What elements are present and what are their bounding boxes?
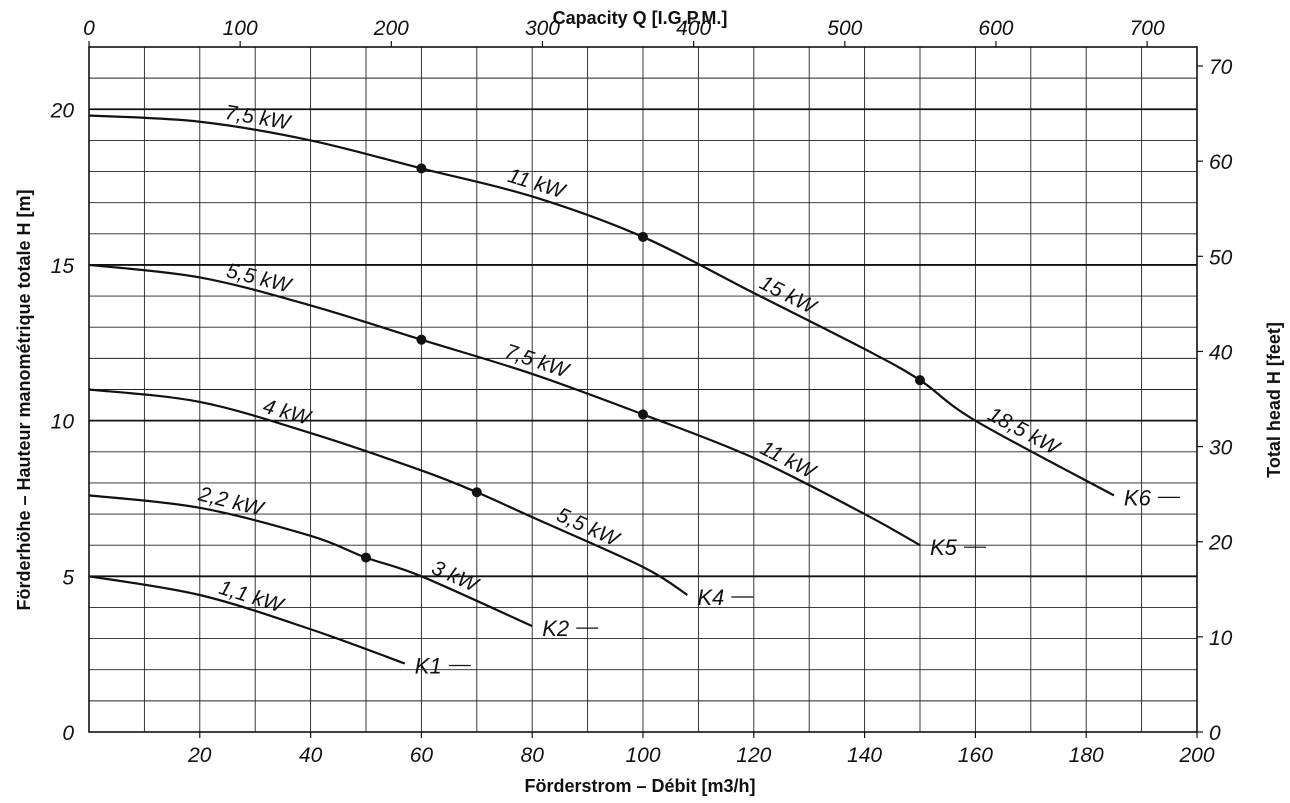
- curve-label: K2: [542, 616, 569, 641]
- y2-tick-label: 40: [1209, 341, 1233, 364]
- y2-tick-label: 50: [1209, 246, 1233, 269]
- y2-tick-label: 70: [1209, 56, 1233, 79]
- curve-K1: [88, 575, 406, 665]
- x2-tick-label: 300: [525, 17, 560, 40]
- x2-tick-label: 400: [676, 17, 711, 40]
- curve-label: K4: [697, 585, 724, 610]
- x-tick-label: 60: [410, 744, 434, 767]
- y2-tick-label: 30: [1209, 437, 1233, 460]
- x-tick-label: 120: [736, 744, 771, 767]
- y-axis-title-right: Total head H [feet]: [1264, 322, 1284, 478]
- curve-label: K6: [1124, 485, 1152, 510]
- x2-tick-label: 600: [978, 17, 1013, 40]
- y-axis-title-left: Förderhöhe – Hauteur manométrique totale…: [14, 189, 34, 610]
- x2-tick-label: 100: [223, 17, 258, 40]
- motor-change-point: [638, 409, 648, 420]
- x-tick-label: 100: [625, 744, 660, 767]
- y2-tick-label: 20: [1208, 532, 1233, 555]
- x-tick-label: 180: [1069, 744, 1104, 767]
- motor-change-point: [416, 334, 427, 345]
- power-label: 11 kW: [757, 437, 821, 485]
- y-tick-label: 0: [62, 722, 74, 745]
- curve-label: K1: [415, 654, 442, 679]
- x-axis-title-top: Capacity Q [I.G.P.M.]: [553, 8, 728, 28]
- y-tick-label: 20: [50, 99, 75, 122]
- x2-tick-label: 0: [83, 17, 95, 40]
- x2-tick-label: 200: [373, 17, 409, 40]
- x-tick-label: 80: [521, 744, 545, 767]
- x-tick-label: 40: [299, 744, 323, 767]
- grid: [88, 46, 1198, 733]
- curve-K2: [88, 494, 533, 628]
- y2-tick-label: 60: [1209, 151, 1233, 174]
- x-tick-label: 20: [187, 744, 212, 767]
- x-tick-label: 160: [958, 744, 993, 767]
- x-axis-title-bottom: Förderstrom – Débit [m3/h]: [524, 776, 755, 796]
- y2-tick-label: 0: [1209, 722, 1221, 745]
- curve-K4: [88, 388, 688, 596]
- x-tick-label: 200: [1178, 744, 1214, 767]
- series-K1: 1,1 kW K1: [88, 575, 471, 679]
- y-tick-label: 10: [51, 411, 75, 434]
- motor-change-point: [915, 375, 925, 386]
- curve-K6: [88, 114, 1115, 497]
- curve-K5: [88, 263, 921, 547]
- x2-tick-label: 700: [1130, 17, 1165, 40]
- power-label: 5,5 kW: [553, 503, 624, 552]
- motor-change-point: [416, 163, 427, 174]
- motor-change-point: [361, 552, 371, 563]
- motor-change-point: [638, 231, 648, 242]
- power-label: 15 kW: [756, 271, 821, 319]
- power-label: 2,2 kW: [195, 482, 267, 521]
- curve-label: K5: [930, 535, 958, 560]
- y-tick-label: 15: [51, 255, 75, 278]
- x-tick-label: 140: [847, 744, 882, 767]
- x2-tick-label: 500: [827, 17, 862, 40]
- y-tick-label: 5: [62, 566, 74, 589]
- power-label: 1,1 kW: [216, 576, 287, 618]
- motor-change-point: [471, 487, 482, 498]
- y2-tick-label: 10: [1209, 627, 1233, 650]
